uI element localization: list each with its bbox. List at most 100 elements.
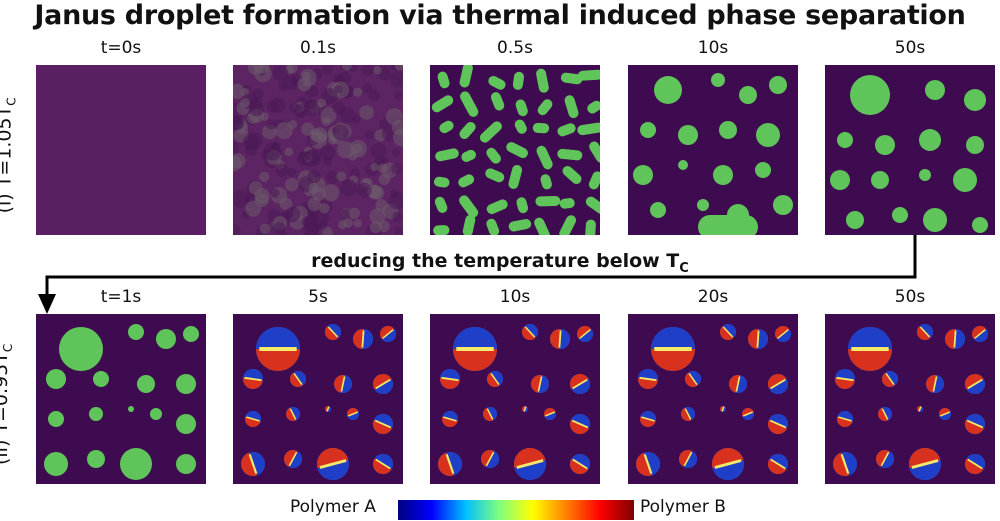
noise-blob bbox=[259, 171, 270, 182]
noise-blob bbox=[359, 105, 374, 120]
polymer-a-half bbox=[373, 414, 393, 429]
polymer-a-half bbox=[848, 327, 892, 349]
row1-time-1: t=0s bbox=[100, 38, 142, 58]
domain-worm bbox=[490, 92, 505, 111]
droplet bbox=[925, 80, 945, 100]
polymer-a-half bbox=[939, 411, 951, 420]
interface bbox=[572, 458, 588, 470]
droplet bbox=[713, 165, 733, 185]
domain-worm bbox=[439, 120, 454, 134]
droplet bbox=[719, 121, 737, 139]
noise-blob bbox=[362, 83, 373, 94]
droplet bbox=[919, 129, 941, 151]
row1-time-5: 50s bbox=[894, 38, 926, 58]
noise-blob bbox=[369, 221, 382, 234]
janus-droplet bbox=[150, 408, 162, 420]
interface bbox=[714, 459, 742, 469]
janus-droplet bbox=[638, 369, 658, 389]
janus-droplet-body bbox=[48, 411, 64, 427]
domain-worm bbox=[433, 176, 450, 188]
interface bbox=[967, 378, 983, 390]
janus-droplet bbox=[712, 448, 744, 480]
polymer-b-half bbox=[775, 326, 790, 340]
noise-blob bbox=[275, 163, 289, 178]
polymer-a-half bbox=[442, 411, 458, 422]
droplet bbox=[837, 132, 853, 148]
noise-blob bbox=[370, 162, 379, 172]
janus-droplet bbox=[917, 406, 923, 412]
row1-panel-3 bbox=[430, 65, 600, 235]
polymer-a-half bbox=[776, 328, 791, 342]
janus-droplet bbox=[286, 407, 300, 421]
janus-droplet bbox=[729, 375, 747, 393]
interface bbox=[248, 454, 258, 474]
janus-droplet bbox=[965, 414, 985, 434]
interface bbox=[722, 326, 734, 338]
polymer-a-half bbox=[954, 329, 965, 349]
transition-text: reducing the temperature below TC bbox=[0, 250, 1000, 276]
janus-droplet bbox=[965, 374, 985, 394]
polymer-a-half bbox=[381, 328, 396, 342]
domain-worm bbox=[485, 168, 505, 183]
polymer-b-half bbox=[380, 326, 395, 340]
polymer-b-half bbox=[685, 372, 698, 387]
polymer-a-half bbox=[245, 411, 261, 422]
droplet bbox=[650, 202, 666, 218]
noise-blob bbox=[317, 98, 327, 108]
row2-label: (ii) T=0.95TC bbox=[0, 344, 15, 465]
janus-droplet bbox=[373, 414, 393, 434]
row2-panel-4 bbox=[628, 314, 798, 484]
janus-droplet bbox=[243, 369, 263, 389]
polymer-a-half bbox=[538, 375, 549, 393]
polymer-b-half bbox=[241, 452, 257, 476]
interface bbox=[974, 329, 986, 339]
interface bbox=[641, 416, 655, 422]
polymer-a-half bbox=[688, 371, 701, 386]
polymer-a-half bbox=[736, 375, 747, 393]
noise-blob bbox=[332, 102, 346, 115]
domain-worm bbox=[562, 166, 582, 184]
polymer-a-half bbox=[453, 327, 497, 349]
polymer-a-half bbox=[578, 328, 593, 342]
interface bbox=[490, 372, 500, 386]
polymer-a-half bbox=[742, 411, 754, 420]
droplet bbox=[654, 76, 682, 104]
polymer-b-half bbox=[373, 419, 393, 434]
polymer-b-half bbox=[768, 374, 787, 390]
noise-blob bbox=[332, 124, 349, 141]
polymer-a-half bbox=[249, 452, 265, 476]
polymer-b-half bbox=[965, 374, 984, 390]
polymer-b-half bbox=[373, 458, 392, 474]
domain-worm bbox=[459, 65, 473, 88]
domain-worm bbox=[577, 69, 600, 81]
polymer-b-half bbox=[442, 416, 458, 427]
domain-worm bbox=[514, 119, 527, 134]
domain-worm bbox=[537, 99, 553, 116]
polymer-b-half bbox=[570, 419, 590, 434]
polymer-b-half bbox=[965, 458, 984, 474]
janus-droplet bbox=[577, 326, 593, 342]
domain-worm bbox=[557, 148, 583, 161]
noise-blob bbox=[240, 97, 250, 108]
domain-worm bbox=[577, 122, 600, 136]
noise-blob bbox=[270, 188, 280, 198]
polymer-b-half bbox=[570, 374, 589, 390]
polymer-b-half bbox=[848, 349, 892, 371]
polymer-b-half bbox=[438, 452, 454, 476]
droplet bbox=[756, 123, 780, 147]
noise-blob bbox=[375, 199, 388, 211]
interface bbox=[382, 329, 394, 339]
noise-blob bbox=[272, 65, 289, 81]
row1-time-2: 0.1s bbox=[300, 38, 336, 58]
polymer-a-half bbox=[486, 407, 497, 421]
domain-worm bbox=[462, 214, 476, 235]
noise-blob bbox=[254, 188, 270, 204]
colorbar-left-label: Polymer A bbox=[290, 497, 376, 517]
polymer-a-half bbox=[965, 414, 985, 429]
droplet bbox=[966, 136, 984, 154]
janus-droplet bbox=[380, 326, 396, 342]
interface bbox=[485, 451, 495, 467]
polymer-b-half bbox=[347, 408, 359, 417]
polymer-b-half bbox=[640, 416, 656, 427]
